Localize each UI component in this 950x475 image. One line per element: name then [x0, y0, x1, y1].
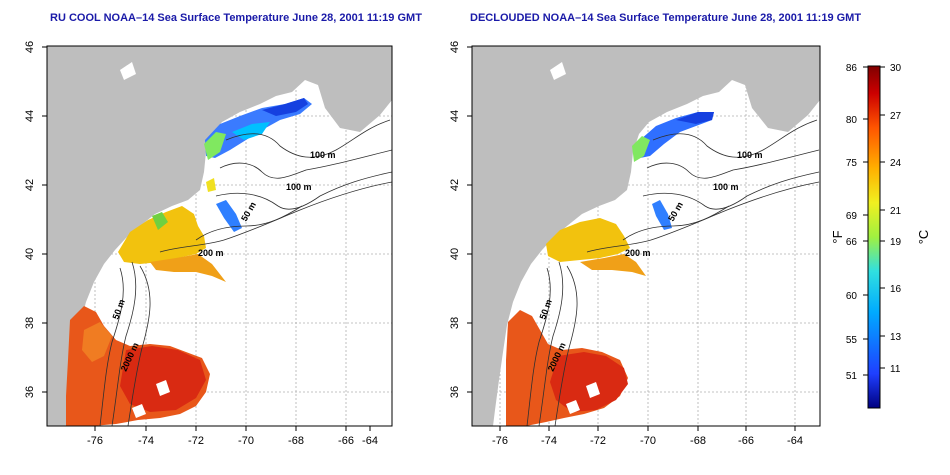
right-lat-tick: 42: [449, 179, 461, 191]
right-lon-tick: -70: [640, 435, 656, 447]
colorbar-c-tick: 21: [890, 206, 902, 217]
colorbar-f-tick: 69: [846, 211, 858, 222]
left-contour-label-2: 100 m: [286, 182, 312, 192]
left-lon-tick: -70: [238, 435, 254, 447]
right-contour-label-4: 200 m: [625, 248, 651, 258]
colorbar-c-tick: 24: [890, 158, 902, 169]
left-lon-tick: -66: [338, 435, 354, 447]
right-lat-tick: 36: [449, 386, 461, 398]
colorbar-f-tick: 66: [846, 237, 858, 248]
right-lon-tick: -64: [787, 435, 803, 447]
left-contour-label-4: 200 m: [198, 248, 224, 258]
right-lat-tick: 38: [449, 317, 461, 329]
right-lon-tick: -68: [690, 435, 706, 447]
temperature-colorbar: 86 80 75 69 66 60 55 51 30 27 24 21 19 1…: [830, 63, 931, 409]
left-map-title: RU COOL NOAA–14 Sea Surface Temperature …: [50, 12, 422, 24]
colorbar-f-tick: 51: [846, 371, 858, 382]
right-sst-southern-new-england: [546, 218, 630, 262]
right-contour-label-1: 100 m: [737, 150, 763, 160]
left-lon-tick: -64: [362, 435, 378, 447]
left-lon-tick: -74: [138, 435, 154, 447]
right-lat-tick: 40: [449, 248, 461, 260]
left-sst-southern-new-england: [118, 206, 206, 264]
left-lat-tick: 38: [24, 317, 36, 329]
left-lat-tick: 36: [24, 386, 36, 398]
right-contour-label-2: 100 m: [713, 182, 739, 192]
right-map-title: DECLOUDED NOAA–14 Sea Surface Temperatur…: [470, 12, 862, 24]
right-lon-tick: -76: [492, 435, 508, 447]
colorbar-gradient: [867, 65, 881, 409]
left-depth-contours: [99, 119, 392, 426]
colorbar-c-tick: 30: [890, 63, 902, 74]
left-contour-label-1: 100 m: [310, 150, 336, 160]
left-land: [47, 46, 392, 426]
colorbar-c-tick: 16: [890, 284, 902, 295]
left-lat-tick: 46: [24, 41, 36, 53]
right-map-frame: [471, 45, 821, 427]
left-lat-tick: 40: [24, 248, 36, 260]
right-lon-tick: -66: [738, 435, 754, 447]
right-lat-tick: 46: [449, 41, 461, 53]
colorbar-c-tick: 11: [890, 364, 901, 375]
colorbar-f-tick: 60: [846, 291, 858, 302]
left-map-frame: [46, 45, 393, 427]
left-lat-tick: 42: [24, 179, 36, 191]
colorbar-f-tick: 75: [846, 158, 858, 169]
right-lat-tick: 44: [449, 110, 461, 122]
left-lon-tick: -68: [288, 435, 304, 447]
right-land: [472, 46, 820, 426]
colorbar-f-tick: 80: [846, 115, 858, 126]
colorbar-f-tick: 86: [846, 63, 858, 74]
right-lon-tick: -72: [590, 435, 606, 447]
colorbar-fahrenheit-label: °F: [830, 230, 845, 243]
right-lon-tick: -74: [541, 435, 557, 447]
colorbar-c-tick: 27: [890, 111, 902, 122]
right-depth-contours: [526, 119, 820, 426]
left-lat-tick: 44: [24, 110, 36, 122]
colorbar-c-tick: 13: [890, 332, 902, 343]
right-map: 100 m 100 m 50 m 200 m 50 m 2000 m -76 -…: [449, 41, 821, 447]
colorbar-celsius-label: °C: [916, 230, 931, 245]
left-lon-tick: -72: [188, 435, 204, 447]
left-map: 100 m 100 m 50 m 200 m 50 m 2000 m -76 -…: [24, 41, 393, 447]
left-lon-tick: -76: [87, 435, 103, 447]
colorbar-f-tick: 55: [846, 335, 858, 346]
colorbar-c-tick: 19: [890, 237, 902, 248]
